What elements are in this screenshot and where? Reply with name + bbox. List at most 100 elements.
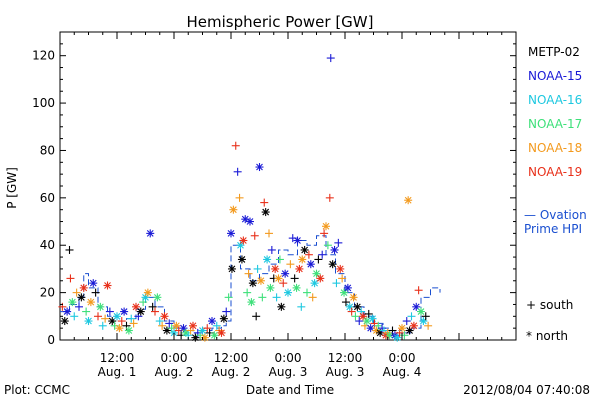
data-point [148, 302, 157, 311]
data-point [404, 196, 413, 205]
data-point [189, 321, 197, 330]
points-layer [58, 54, 433, 342]
data-point [334, 238, 343, 247]
data-point [265, 229, 273, 238]
data-point [222, 307, 231, 316]
x-tick-label-date: Aug. 2 [155, 365, 194, 379]
data-point [417, 307, 425, 316]
data-point [70, 312, 79, 321]
data-point [308, 293, 317, 302]
data-point [293, 236, 302, 245]
data-point [160, 312, 169, 321]
data-point [89, 279, 98, 288]
data-point [261, 208, 270, 217]
y-tick-label: 40 [40, 238, 55, 252]
data-point [349, 293, 358, 302]
y-axis-label: P [GW] [5, 167, 19, 209]
y-tick-label: 80 [40, 143, 55, 157]
data-point [343, 283, 352, 292]
x-tick-label-time: 12:00 [328, 351, 363, 365]
data-point [191, 333, 200, 342]
data-point [120, 307, 129, 316]
data-point [243, 288, 252, 297]
data-point [96, 302, 105, 311]
data-point [155, 317, 164, 326]
data-point [306, 260, 315, 269]
data-point [284, 288, 292, 297]
y-tick-label: 100 [32, 96, 55, 110]
x-tick-label-date: Aug. 3 [269, 365, 308, 379]
data-point [84, 317, 93, 326]
data-point [340, 288, 349, 297]
data-point [208, 317, 216, 326]
data-point [310, 279, 319, 288]
data-point [75, 302, 83, 311]
data-point [266, 283, 275, 292]
data-point [146, 229, 155, 238]
plot-credit: Plot: CCMC [4, 383, 70, 397]
data-point [103, 281, 112, 290]
data-point [330, 245, 339, 254]
data-point [227, 264, 236, 273]
data-point [256, 276, 265, 285]
data-point [236, 241, 245, 250]
data-point [65, 245, 74, 254]
data-point [247, 298, 256, 307]
data-point [351, 312, 360, 321]
data-point [153, 293, 162, 302]
data-point [217, 328, 226, 337]
data-point [105, 307, 114, 316]
data-point [336, 264, 345, 273]
x-tick-label-time: 0:00 [275, 351, 302, 365]
data-point [91, 288, 100, 297]
data-point [246, 217, 254, 226]
data-point [203, 324, 212, 333]
data-point [151, 307, 159, 316]
data-point [237, 255, 246, 264]
x-tick-label-date: Aug. 3 [326, 365, 365, 379]
data-point [260, 198, 269, 207]
data-point [60, 317, 69, 326]
data-point [117, 317, 126, 326]
x-tick-label-time: 0:00 [389, 351, 416, 365]
data-point [409, 321, 418, 330]
data-point [419, 317, 428, 326]
data-point [271, 264, 280, 273]
data-point [345, 302, 354, 311]
x-axis-label: Date and Time [246, 383, 334, 397]
data-point [368, 314, 377, 323]
data-point [402, 317, 411, 326]
data-point [258, 293, 267, 302]
x-tick-label-date: Aug. 4 [383, 365, 422, 379]
data-point [253, 264, 262, 273]
data-point [279, 279, 288, 288]
legend-item: NOAA-19 [528, 165, 582, 179]
x-tick-label-time: 0:00 [161, 351, 188, 365]
data-point [66, 274, 75, 283]
data-point [82, 307, 91, 316]
data-point [303, 288, 311, 297]
x-tick-label-date: Aug. 2 [212, 365, 251, 379]
x-tick-label-time: 12:00 [100, 351, 135, 365]
data-point [300, 245, 309, 254]
data-point [158, 321, 167, 330]
data-point [323, 241, 332, 250]
legend: METP-02 NOAA-15 NOAA-16 NOAA-17 NOAA-18 NOAA-… [524, 45, 587, 343]
data-point [250, 231, 259, 240]
data-point [295, 264, 304, 273]
data-point [414, 286, 423, 295]
chart-title: Hemispheric Power [GW] [187, 13, 374, 31]
data-point [326, 54, 335, 63]
data-point [129, 319, 138, 328]
data-point [127, 314, 136, 323]
y-tick-label: 120 [32, 49, 55, 63]
legend-item: NOAA-17 [528, 117, 582, 131]
data-point [229, 205, 238, 214]
data-point [332, 279, 341, 288]
data-point [298, 255, 307, 264]
data-point [79, 283, 88, 292]
data-point [244, 269, 253, 278]
